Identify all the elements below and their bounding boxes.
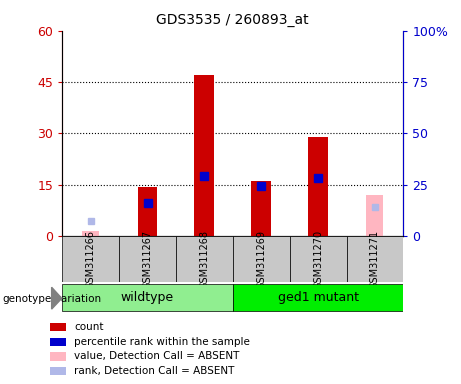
FancyBboxPatch shape	[62, 284, 233, 311]
FancyBboxPatch shape	[176, 236, 233, 282]
Bar	[50, 352, 66, 361]
FancyBboxPatch shape	[62, 236, 119, 282]
Text: GSM311268: GSM311268	[199, 230, 209, 289]
Text: count: count	[75, 322, 104, 332]
FancyBboxPatch shape	[347, 236, 403, 282]
Text: percentile rank within the sample: percentile rank within the sample	[75, 336, 250, 346]
FancyBboxPatch shape	[290, 236, 347, 282]
FancyBboxPatch shape	[233, 236, 290, 282]
Bar	[82, 231, 99, 236]
Text: GSM311269: GSM311269	[256, 230, 266, 289]
Text: GSM311266: GSM311266	[86, 230, 96, 289]
FancyBboxPatch shape	[233, 284, 403, 311]
Bar	[308, 137, 328, 236]
Text: GSM311267: GSM311267	[142, 230, 153, 289]
Text: GSM311270: GSM311270	[313, 230, 323, 289]
Bar	[366, 195, 384, 236]
Text: wildtype: wildtype	[121, 291, 174, 304]
Text: ged1 mutant: ged1 mutant	[278, 291, 359, 304]
Text: value, Detection Call = ABSENT: value, Detection Call = ABSENT	[75, 351, 240, 361]
Text: rank, Detection Call = ABSENT: rank, Detection Call = ABSENT	[75, 366, 235, 376]
FancyBboxPatch shape	[119, 236, 176, 282]
Title: GDS3535 / 260893_at: GDS3535 / 260893_at	[156, 13, 309, 27]
Bar	[195, 75, 214, 236]
Bar	[50, 323, 66, 331]
Bar	[50, 367, 66, 375]
Bar	[137, 187, 158, 236]
Text: GSM311271: GSM311271	[370, 230, 380, 289]
Text: genotype/variation: genotype/variation	[2, 294, 101, 304]
Bar	[50, 338, 66, 346]
Bar	[251, 181, 271, 236]
